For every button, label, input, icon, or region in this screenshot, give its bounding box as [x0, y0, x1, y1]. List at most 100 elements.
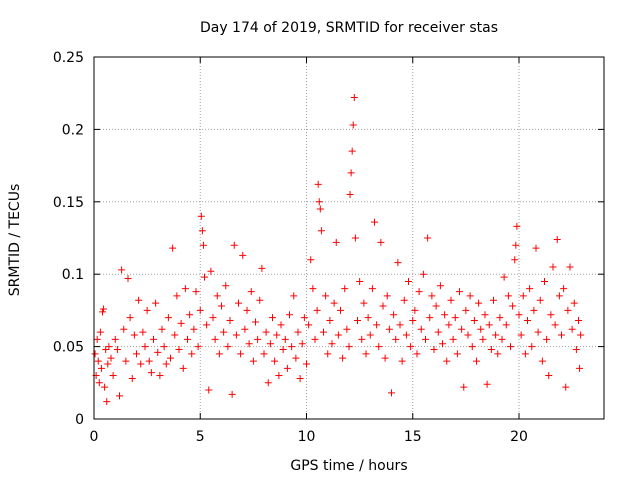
data-point	[332, 238, 340, 246]
data-point	[485, 321, 493, 329]
data-point	[228, 390, 236, 398]
data-point	[558, 331, 565, 339]
data-point	[286, 311, 293, 319]
data-point	[577, 331, 585, 339]
data-point	[273, 331, 281, 339]
data-point	[545, 372, 553, 380]
data-point	[502, 321, 510, 329]
data-point	[460, 383, 468, 391]
data-point	[109, 372, 117, 380]
data-point	[264, 379, 272, 387]
data-point	[311, 335, 319, 343]
data-point	[145, 357, 153, 365]
data-point	[553, 235, 561, 243]
data-point	[247, 288, 255, 296]
data-point	[330, 299, 338, 307]
data-point	[564, 306, 572, 314]
data-point	[100, 305, 108, 313]
data-point	[124, 275, 132, 283]
data-point	[517, 331, 525, 339]
data-point	[194, 343, 202, 351]
data-point	[411, 306, 419, 314]
data-point	[456, 288, 463, 296]
data-point	[547, 311, 555, 319]
data-point	[150, 335, 157, 343]
data-point	[490, 296, 497, 304]
data-point	[500, 273, 508, 281]
data-point	[473, 357, 480, 365]
data-point	[101, 383, 109, 391]
data-point	[205, 386, 213, 394]
data-point	[222, 282, 230, 290]
data-point	[475, 299, 483, 307]
data-point	[390, 311, 398, 319]
data-point	[137, 360, 145, 368]
data-point	[309, 285, 317, 293]
data-point	[549, 263, 557, 271]
data-point	[235, 299, 242, 307]
data-point	[560, 285, 568, 293]
data-point	[379, 302, 387, 310]
data-point	[181, 285, 189, 293]
data-point	[207, 267, 215, 275]
data-point	[462, 306, 470, 314]
data-point	[162, 360, 170, 368]
data-point	[224, 343, 232, 351]
data-point	[243, 306, 251, 314]
data-point	[337, 306, 344, 314]
data-point	[298, 340, 306, 348]
data-point	[512, 241, 520, 249]
data-point	[188, 350, 196, 358]
data-point	[122, 357, 130, 365]
data-point	[130, 331, 138, 339]
data-point	[439, 340, 446, 348]
data-point	[373, 321, 381, 329]
data-point	[269, 314, 276, 322]
data-point	[316, 205, 324, 213]
data-point	[230, 241, 238, 249]
data-point	[413, 350, 421, 358]
data-point	[271, 357, 279, 365]
data-point	[196, 306, 204, 314]
data-point	[575, 317, 582, 325]
data-point	[93, 335, 101, 343]
data-point	[466, 292, 474, 300]
data-point	[215, 350, 223, 358]
x-tick-label: 5	[196, 429, 205, 445]
data-point	[570, 299, 578, 307]
data-point	[173, 292, 181, 300]
data-point	[541, 277, 548, 285]
data-point	[396, 321, 404, 329]
y-tick-label: 0.25	[53, 50, 84, 66]
x-axis-label: GPS time / hours	[290, 458, 407, 474]
data-point	[422, 335, 429, 343]
data-points	[91, 94, 585, 406]
data-point	[532, 244, 540, 252]
data-point	[468, 343, 476, 351]
data-point	[95, 379, 103, 387]
data-point	[262, 328, 270, 336]
axis-ticks: 0 5 10 15 20 0 0.05 0.1 0.15 0.2 0.25	[53, 50, 604, 445]
data-point	[118, 266, 126, 274]
data-point	[409, 317, 417, 325]
x-tick-label: 0	[90, 429, 99, 445]
data-point	[218, 302, 225, 310]
data-point	[120, 325, 128, 333]
data-point	[254, 335, 262, 343]
x-tick-label: 10	[298, 429, 316, 445]
data-point	[184, 335, 191, 343]
data-point	[256, 296, 264, 304]
data-point	[417, 325, 425, 333]
data-point	[443, 357, 451, 365]
data-point	[197, 212, 205, 220]
data-point	[530, 306, 538, 314]
data-point	[198, 227, 206, 235]
data-point	[494, 350, 502, 358]
data-point	[156, 372, 164, 380]
data-point	[245, 340, 253, 348]
data-point	[283, 364, 291, 372]
data-point	[345, 343, 353, 351]
data-point	[349, 121, 357, 129]
y-tick-label: 0.05	[53, 340, 84, 356]
